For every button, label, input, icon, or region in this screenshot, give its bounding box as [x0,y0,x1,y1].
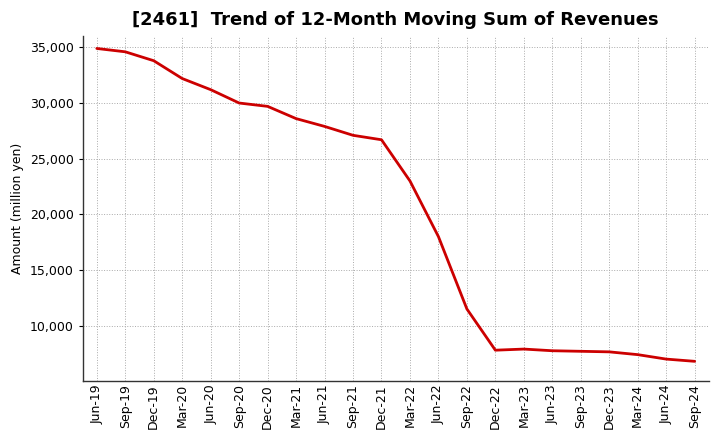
Y-axis label: Amount (million yen): Amount (million yen) [11,143,24,275]
Title: [2461]  Trend of 12-Month Moving Sum of Revenues: [2461] Trend of 12-Month Moving Sum of R… [132,11,659,29]
